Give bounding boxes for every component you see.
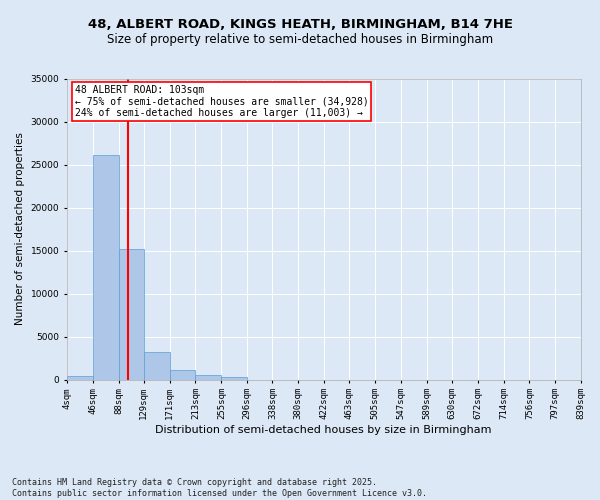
Bar — [221, 377, 247, 380]
Bar — [144, 352, 170, 380]
Bar — [119, 249, 144, 380]
Bar — [196, 376, 221, 380]
Text: 48, ALBERT ROAD, KINGS HEATH, BIRMINGHAM, B14 7HE: 48, ALBERT ROAD, KINGS HEATH, BIRMINGHAM… — [88, 18, 512, 30]
Bar — [170, 370, 196, 380]
Y-axis label: Number of semi-detached properties: Number of semi-detached properties — [15, 132, 25, 326]
X-axis label: Distribution of semi-detached houses by size in Birmingham: Distribution of semi-detached houses by … — [155, 425, 492, 435]
Text: 48 ALBERT ROAD: 103sqm
← 75% of semi-detached houses are smaller (34,928)
24% of: 48 ALBERT ROAD: 103sqm ← 75% of semi-det… — [74, 84, 368, 117]
Text: Size of property relative to semi-detached houses in Birmingham: Size of property relative to semi-detach… — [107, 32, 493, 46]
Bar — [67, 376, 93, 380]
Text: Contains HM Land Registry data © Crown copyright and database right 2025.
Contai: Contains HM Land Registry data © Crown c… — [12, 478, 427, 498]
Bar — [93, 155, 119, 380]
